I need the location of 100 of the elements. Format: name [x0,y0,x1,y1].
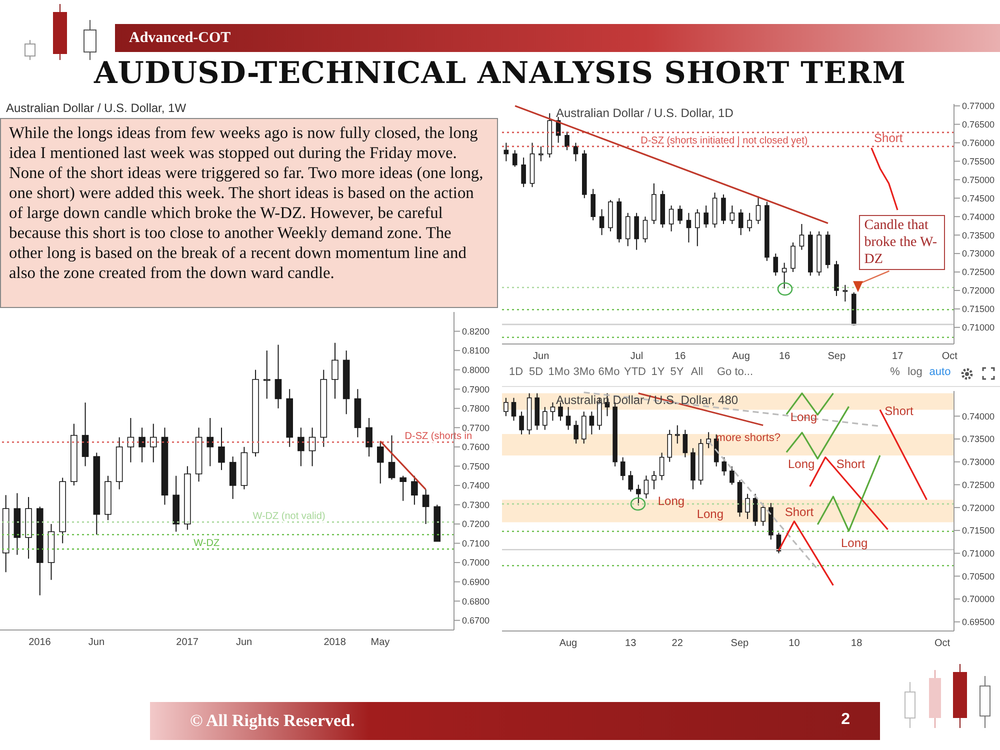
x-tick-label: 17 [892,351,904,362]
y-tick-label: 0.6800 [462,596,490,606]
y-tick-label: 0.8000 [462,365,490,376]
chart-title: Australian Dollar / U.S. Dollar, 1W [5,100,188,117]
candlestick [799,224,804,250]
y-tick-label: 0.73500 [962,434,995,444]
candlestick [538,146,544,162]
candlestick [82,402,89,467]
candlestick [752,493,758,526]
candlestick [229,456,236,500]
ref-line-label: W-DZ [194,538,220,550]
x-tick-label: Oct [934,638,950,650]
candlestick [714,434,719,467]
y-tick-label: 0.75500 [962,156,995,166]
y-tick-label: 0.72500 [962,480,995,490]
candlestick [218,427,225,471]
x-tick-label: Jun [236,637,252,648]
x-tick-label: Jun [88,637,105,648]
annotation: Short [884,402,914,419]
candlestick [590,188,596,221]
candlestick [376,440,384,484]
candlestick [628,470,634,492]
annotation: Long [696,506,724,522]
text: © All Rights Reserved. [190,711,355,731]
candlestick [678,205,682,224]
x-tick-label: Jun [533,351,550,362]
x-tick-label: May [370,637,390,648]
candlestick [263,350,270,400]
candlestick [634,212,639,250]
candlestick [512,150,518,168]
annotation: Long [658,492,685,509]
y-tick-label: 0.69500 [962,617,995,628]
text: auto [929,366,951,378]
x-tick-label: 2018 [324,637,346,648]
candlestick [127,418,134,463]
y-tick-label: 0.71000 [962,548,995,558]
x-tick-label: 13 [625,638,637,650]
candlestick [659,452,664,481]
chart-title: Australian Dollar / U.S. Dollar, 1D [556,106,734,120]
y-tick-label: 0.7300 [462,500,490,510]
candlestick [589,411,594,435]
candlestick [668,205,674,232]
y-tick-label: 0.73000 [962,248,995,259]
y-tick-label: 0.6900 [462,577,490,588]
y-tick-label: 0.8100 [462,346,490,356]
text: % [890,366,900,378]
candlestick [721,194,726,224]
annotation: Long [841,535,868,552]
text: YTD [624,366,646,378]
candlestick [704,205,708,228]
text: 3Mo [573,366,595,378]
candlestick [519,411,524,435]
candlestick [652,470,656,490]
candlestick [308,427,316,467]
text: 1Y [651,366,665,378]
candlestick [150,423,157,463]
candlestick [782,262,787,290]
x-tick-label: Jul [630,351,644,362]
line-series [870,147,898,211]
text: Advanced-COT [129,30,231,46]
candlestick [574,420,578,444]
candlestick [730,205,735,224]
y-tick-label: 0.73500 [962,230,995,240]
candlestick [842,284,848,302]
y-tick-label: 0.74000 [962,212,995,222]
y-tick-label: 0.7400 [462,480,490,491]
candlestick [521,157,526,188]
annotation: Long [788,456,815,472]
text: 6Mo [598,366,620,378]
x-tick-label: 2016 [28,637,52,648]
y-tick-label: 0.72000 [962,502,995,513]
candlestick [388,434,396,480]
line-series [786,406,850,460]
y-tick-label: 0.7800 [462,404,490,414]
y-tick-label: 0.72000 [962,286,995,296]
candlestick [760,502,766,526]
y-tick-label: 0.76500 [962,120,995,130]
candlestick [667,429,672,462]
y-tick-label: 0.7200 [462,519,490,530]
text: 1D [508,366,524,378]
y-tick-label: 0.7500 [462,461,490,472]
candlestick [722,456,727,476]
candlestick [644,475,649,499]
x-tick-label: Aug [559,638,578,650]
candlestick [400,475,406,502]
candlestick [138,427,146,463]
annotation: Long [790,409,818,426]
text: 2 [841,711,850,729]
y-tick-label: 0.8200 [462,326,490,336]
text: All [690,366,704,378]
x-tick-label: Sep [828,351,846,362]
y-tick-label: 0.72500 [962,267,995,278]
candlestick [747,212,752,232]
candlestick [581,411,586,444]
ref-line-label: W-DZ (not valid) [252,511,326,522]
y-tick-label: 0.6700 [462,616,490,626]
candlestick [790,242,796,272]
y-tick-label: 0.77000 [962,101,995,112]
x-tick-label: 16 [674,351,686,362]
x-tick-label: Sep [730,638,750,650]
